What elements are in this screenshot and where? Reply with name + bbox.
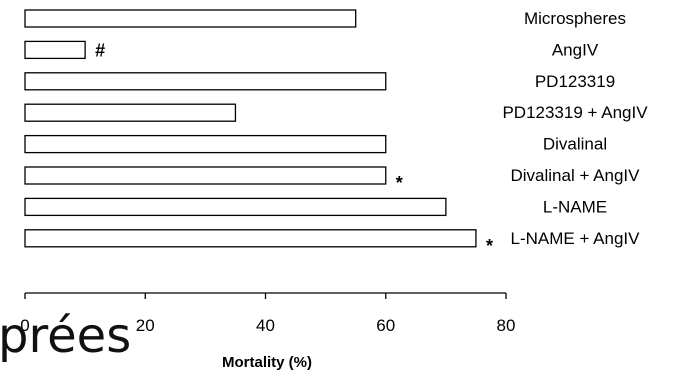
bar-6 [24,197,447,217]
bar-1 [24,40,86,60]
annotation-5: * [396,173,403,193]
overlay-text-fragment: prées [0,308,132,364]
x-axis-label: Mortality (%) [222,354,312,371]
x-tick-label-4: 80 [497,316,516,335]
category-label-5: Divalinal + AngIV [511,166,641,185]
annotation-7: * [486,236,493,256]
x-tick-label-1: 20 [136,316,155,335]
annotation-1: # [95,40,105,60]
x-axis-ticks: 0 20 40 60 80 [20,293,515,335]
category-label-3: PD123319 + AngIV [502,103,648,122]
category-label-7: L-NAME + AngIV [511,229,641,248]
x-tick-label-2: 40 [256,316,275,335]
bar-7 [24,229,477,248]
annotations: # * * [95,40,493,255]
x-tick-label-0: 0 [20,316,29,335]
bars-layer [24,9,477,248]
category-label-4: Divalinal [543,135,607,154]
category-label-6: L-NAME [543,197,607,216]
bar-3 [24,103,237,122]
bar-2 [24,72,387,91]
x-tick-label-3: 60 [376,316,395,335]
category-label-1: AngIV [552,40,599,59]
category-label-2: PD123319 [535,72,615,91]
bar-0 [24,9,357,28]
category-label-0: Microspheres [524,9,626,28]
bar-4 [24,134,387,154]
bar-5 [24,166,387,185]
category-labels: Microspheres AngIV PD123319 PD123319 + AngI… [502,9,648,248]
